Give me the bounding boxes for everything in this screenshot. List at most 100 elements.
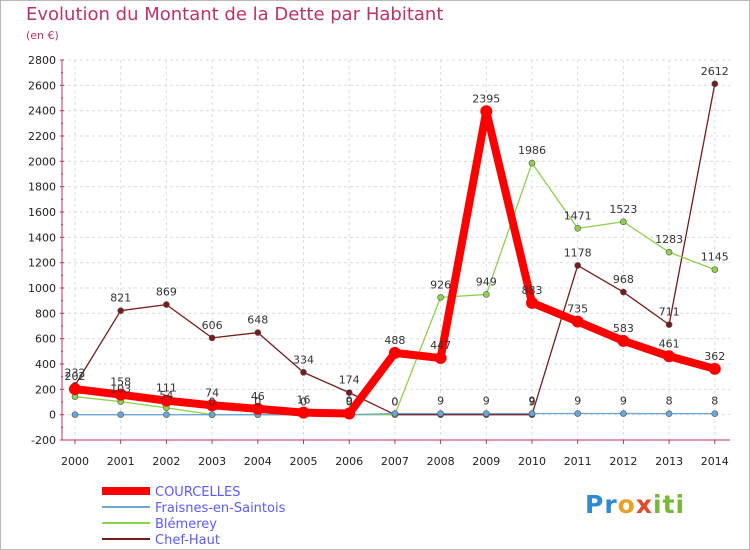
y-tick-label: 2800 [28, 54, 56, 67]
data-point [526, 296, 538, 309]
data-label: 362 [704, 350, 725, 363]
data-label: 648 [247, 314, 268, 327]
y-tick-label: 2000 [28, 155, 56, 168]
data-label: 0 [391, 396, 398, 409]
x-tick-label: 2007 [381, 455, 409, 468]
data-point [117, 307, 124, 314]
data-point [208, 334, 216, 342]
proxiti-logo: Proxiti [585, 490, 686, 519]
data-label: 9 [346, 395, 353, 408]
x-tick-label: 2003 [198, 455, 226, 468]
data-label: 1178 [564, 246, 592, 259]
data-point [206, 399, 219, 412]
data-label: 447 [430, 339, 451, 352]
data-label: 74 [205, 386, 219, 399]
data-label: 1145 [701, 251, 729, 264]
data-label: 2612 [701, 65, 729, 78]
data-label: 821 [110, 292, 131, 305]
chart-title: Evolution du Montant de la Dette par Hab… [26, 4, 444, 25]
data-point [482, 291, 490, 298]
data-label: 0 [300, 396, 307, 409]
y-tick-label: 1200 [28, 257, 56, 270]
data-label: 111 [156, 382, 177, 395]
data-point [434, 352, 447, 365]
data-point [208, 411, 216, 418]
y-tick-label: 800 [35, 307, 56, 320]
data-label: 735 [567, 303, 588, 316]
data-point [528, 410, 536, 417]
data-point [711, 266, 719, 273]
axes: -200020040060080010001200140016001800200… [28, 54, 730, 468]
data-point [251, 402, 264, 415]
data-label: 8 [711, 395, 718, 408]
data-label: 174 [339, 374, 360, 387]
data-point [620, 410, 627, 417]
data-label: 16 [297, 394, 311, 407]
x-tick-label: 2002 [152, 455, 180, 468]
data-label: 1986 [518, 144, 546, 157]
data-point [571, 315, 584, 328]
data-labels: 202 158 111 74 46 16 9 488 447 2395 883 735 583 461 36… [65, 65, 729, 409]
data-point [388, 346, 401, 359]
data-label: 202 [65, 370, 86, 383]
data-point [163, 411, 170, 418]
x-tick-label: 2013 [655, 455, 683, 468]
data-label: 968 [613, 273, 634, 286]
data-label: 1523 [609, 203, 637, 216]
data-point [663, 350, 676, 363]
data-label: 9 [483, 395, 490, 408]
data-label: 0 [346, 396, 353, 409]
data-label: 0 [254, 396, 261, 409]
data-label: 54 [159, 389, 173, 402]
data-point [574, 262, 582, 269]
data-label: 926 [430, 278, 451, 291]
y-tick-label: 600 [35, 333, 56, 346]
data-label: 9 [620, 395, 627, 408]
y-tick-label: 2400 [28, 105, 56, 118]
x-tick-label: 2000 [61, 455, 89, 468]
data-label: 9 [574, 395, 581, 408]
y-tick-label: 2600 [28, 79, 56, 92]
y-tick-label: 2200 [28, 130, 56, 143]
y-tick-label: 1800 [28, 181, 56, 194]
data-point [482, 410, 490, 417]
data-point [574, 410, 582, 417]
data-label: 9 [529, 395, 536, 408]
x-tick-label: 2014 [701, 455, 729, 468]
data-point [708, 362, 721, 375]
data-label: 869 [156, 286, 177, 299]
x-tick-label: 2005 [290, 455, 318, 468]
data-point [391, 410, 399, 417]
x-tick-label: 2006 [335, 455, 363, 468]
data-point [665, 248, 673, 256]
data-point [117, 411, 124, 418]
data-point [345, 389, 353, 396]
data-label: 103 [110, 383, 131, 396]
data-point [343, 407, 356, 420]
data-point [160, 394, 173, 407]
y-tick-label: 1600 [28, 206, 56, 219]
data-point [665, 321, 673, 328]
data-point [437, 410, 444, 417]
data-label: 583 [613, 322, 634, 335]
legend-label: COURCELLES [155, 485, 240, 500]
data-label: 158 [110, 376, 131, 389]
data-label: 232 [65, 366, 86, 379]
data-point [480, 105, 493, 118]
data-label: 883 [522, 284, 543, 297]
data-point [574, 225, 582, 232]
x-tick-label: 2001 [107, 455, 135, 468]
data-label: 2395 [472, 92, 500, 105]
data-label: 1471 [564, 209, 592, 222]
data-point [711, 80, 719, 88]
data-point [254, 329, 262, 336]
x-tick-label: 2004 [244, 455, 272, 468]
legend: COURCELLESFraisnes-en-SaintoisBlémereyCh… [102, 485, 286, 548]
data-label: 711 [659, 306, 680, 319]
data-label: 0 [391, 396, 398, 409]
x-tick-label: 2009 [472, 455, 500, 468]
y-tick-label: 1000 [28, 282, 56, 295]
data-point [528, 159, 536, 167]
